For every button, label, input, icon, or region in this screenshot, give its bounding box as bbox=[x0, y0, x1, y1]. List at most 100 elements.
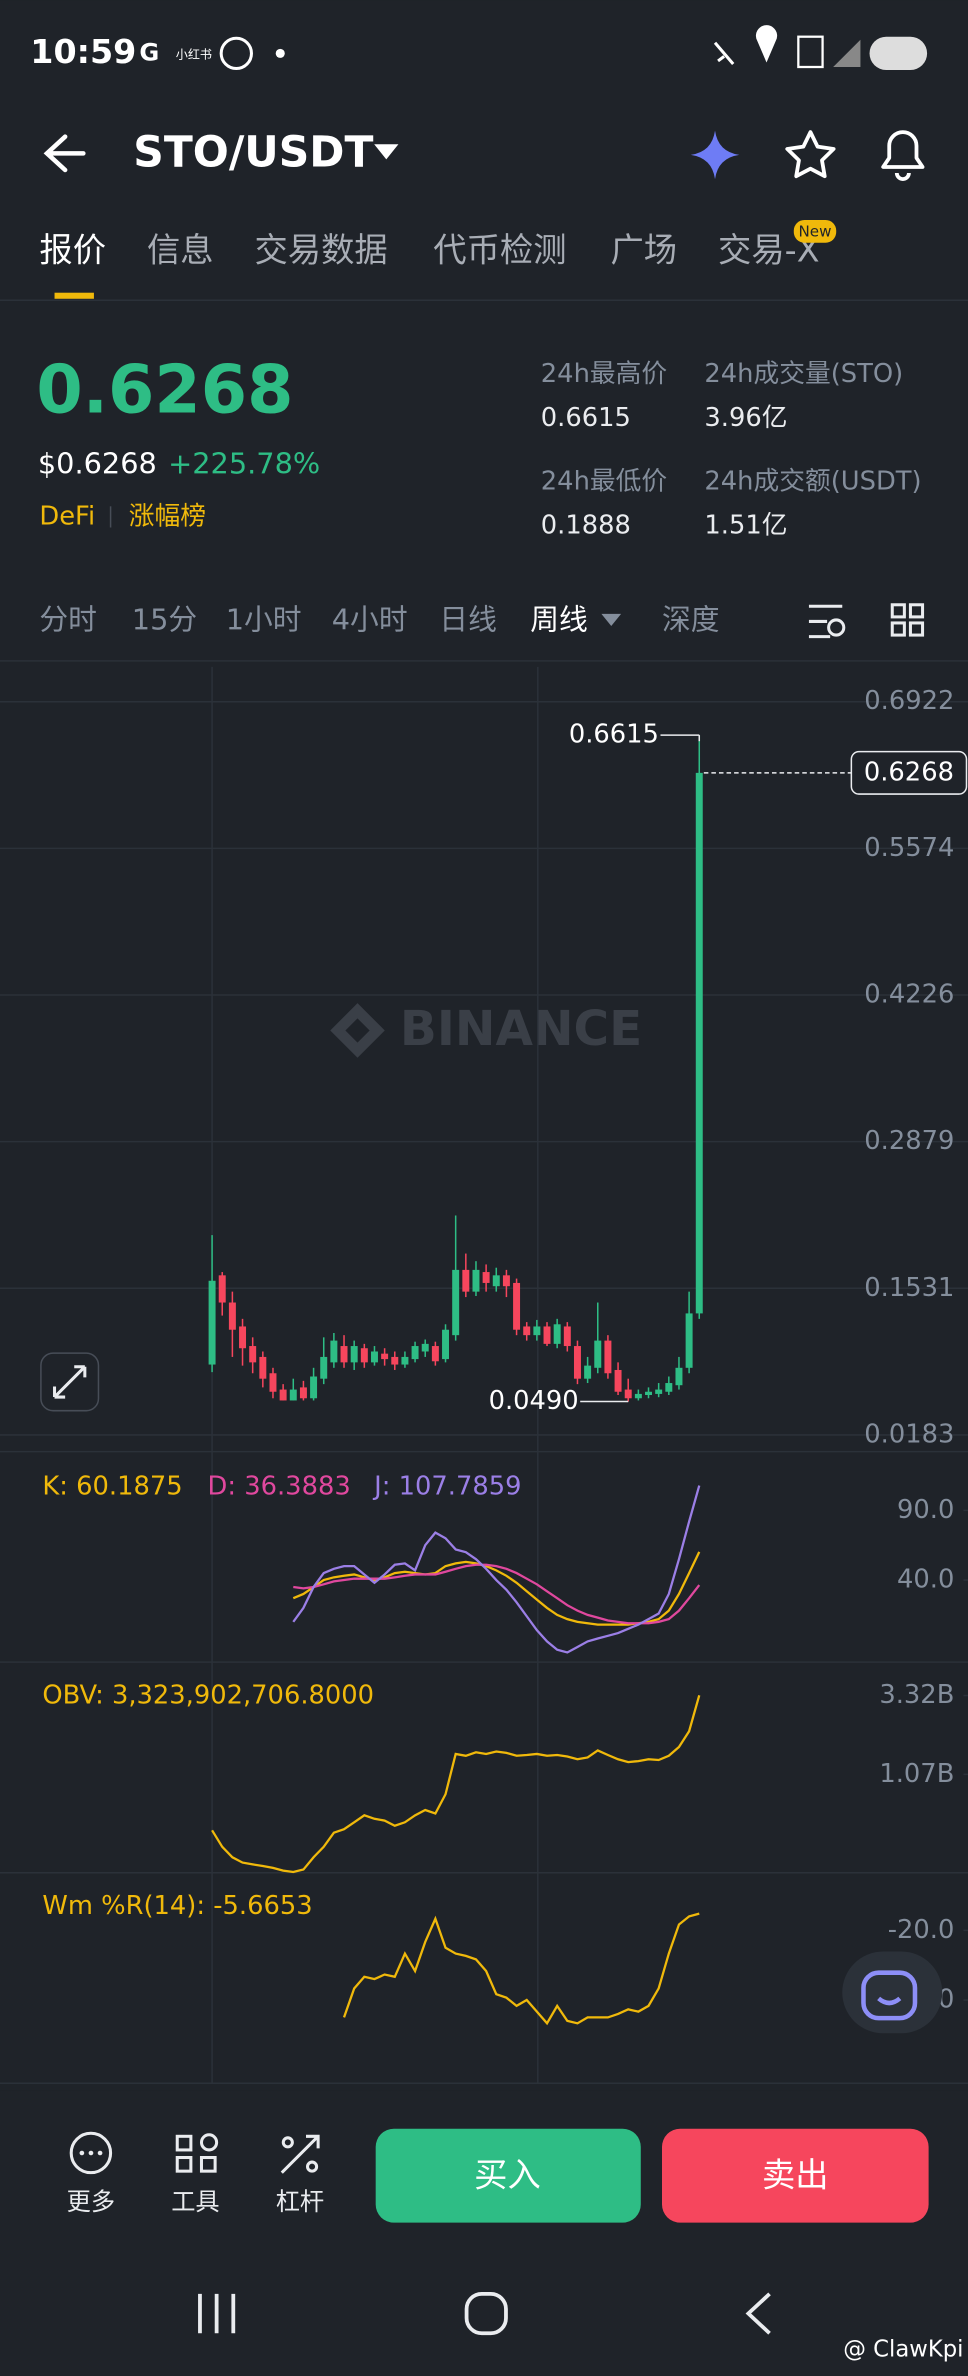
high-marker-label: 0.6615 bbox=[569, 720, 659, 750]
candle-body bbox=[442, 1329, 450, 1360]
status-dot bbox=[275, 48, 285, 58]
low-marker-label: 0.0490 bbox=[489, 1386, 579, 1416]
interval[interactable]: 1小时 bbox=[226, 602, 302, 636]
tab[interactable]: 广场 bbox=[610, 230, 677, 269]
stat-value: 0.1888 bbox=[541, 511, 631, 541]
legend-name: J: bbox=[372, 1471, 390, 1501]
more-label[interactable]: 更多 bbox=[67, 2188, 115, 2216]
candle-body bbox=[208, 1280, 216, 1365]
interval[interactable]: 日线 bbox=[439, 602, 497, 636]
candle-body bbox=[563, 1326, 571, 1347]
candle-body bbox=[492, 1275, 500, 1287]
interval-dropdown[interactable] bbox=[601, 613, 622, 626]
tab[interactable]: 代币检测 bbox=[433, 230, 566, 269]
candle-body bbox=[360, 1348, 368, 1363]
last-price: 0.6268 bbox=[36, 350, 293, 428]
y-tick-label: 0.0183 bbox=[864, 1419, 954, 1449]
tab[interactable]: 信息 bbox=[147, 230, 214, 269]
status-location bbox=[755, 25, 778, 63]
buy-button[interactable] bbox=[375, 2128, 641, 2223]
y-tick-label: -20.0 bbox=[888, 1915, 955, 1945]
tools-label[interactable]: 工具 bbox=[171, 2188, 219, 2216]
alert-button[interactable] bbox=[881, 130, 925, 181]
nav-recents[interactable] bbox=[198, 2293, 236, 2334]
category-tag[interactable]: DeFi bbox=[39, 501, 95, 531]
price-change: +225.78% bbox=[168, 446, 320, 480]
interval[interactable]: 周线 bbox=[530, 602, 588, 636]
buy-label[interactable]: 买入 bbox=[474, 2156, 541, 2195]
candle-body bbox=[472, 1269, 480, 1292]
leverage-label[interactable]: 杠杆 bbox=[276, 2188, 324, 2216]
indicator-line bbox=[211, 1695, 701, 1874]
candle-body bbox=[279, 1389, 287, 1401]
candle-body bbox=[391, 1356, 399, 1365]
candle-body bbox=[655, 1389, 663, 1394]
legend-value: -5.6653 bbox=[213, 1891, 312, 1921]
back-button[interactable] bbox=[43, 134, 86, 173]
watermark: BINANCE bbox=[400, 1001, 642, 1057]
pair-dropdown[interactable] bbox=[374, 144, 399, 160]
candle-body bbox=[228, 1302, 236, 1330]
y-tick-label: 90.0 bbox=[897, 1495, 954, 1525]
nav-back[interactable] bbox=[745, 2292, 771, 2335]
candle-body bbox=[401, 1356, 409, 1365]
sell-label[interactable]: 卖出 bbox=[762, 2156, 829, 2195]
stat-value: 0.6615 bbox=[541, 403, 631, 433]
sell-button[interactable] bbox=[661, 2128, 929, 2223]
ai-button[interactable] bbox=[690, 130, 740, 180]
candle-body bbox=[381, 1353, 389, 1360]
status-time: 10:59 bbox=[30, 32, 136, 71]
candle-body bbox=[259, 1356, 267, 1379]
indicator-settings[interactable] bbox=[808, 604, 843, 639]
legend-value: 107.7859 bbox=[399, 1471, 522, 1501]
assistant-button[interactable] bbox=[842, 1951, 943, 2034]
legend-value: 36.3883 bbox=[244, 1471, 350, 1501]
layout-button[interactable] bbox=[890, 603, 925, 637]
candle-body bbox=[482, 1272, 490, 1283]
status-mute bbox=[713, 41, 735, 65]
rank-tag[interactable]: 涨幅榜 bbox=[129, 501, 206, 531]
candle-body bbox=[553, 1324, 561, 1344]
candle-body bbox=[421, 1343, 429, 1352]
leverage-icon-dot bbox=[306, 2160, 319, 2173]
candle-body bbox=[218, 1275, 226, 1303]
candle-body bbox=[665, 1383, 673, 1392]
status-signal bbox=[833, 39, 861, 67]
favorite-button[interactable] bbox=[785, 130, 836, 179]
legend-entry: D: 36.3883 bbox=[208, 1471, 351, 1501]
candle-body bbox=[269, 1373, 277, 1392]
leverage-icon[interactable] bbox=[280, 2134, 320, 2174]
candle-body bbox=[289, 1389, 297, 1401]
candle-body bbox=[594, 1340, 602, 1368]
candle-body bbox=[249, 1346, 257, 1363]
tools-icon[interactable] bbox=[175, 2133, 219, 2173]
tab[interactable]: 报价 bbox=[39, 230, 106, 269]
candle-body bbox=[543, 1326, 551, 1344]
candle-body bbox=[411, 1346, 419, 1360]
candle-body bbox=[299, 1387, 307, 1399]
nav-home[interactable] bbox=[464, 2291, 508, 2336]
candle-body bbox=[431, 1346, 439, 1362]
candle-body bbox=[634, 1393, 642, 1399]
candle-body bbox=[533, 1326, 541, 1336]
pair-title[interactable]: STO/USDT bbox=[133, 128, 373, 177]
interval[interactable]: 深度 bbox=[662, 602, 720, 636]
tab[interactable]: 交易数据 bbox=[254, 230, 387, 269]
y-tick-label: 0.2879 bbox=[864, 1126, 954, 1156]
legend-name: K: bbox=[42, 1471, 68, 1501]
indicator-settings-icon bbox=[827, 618, 846, 637]
stat-label: 24h成交量(STO) bbox=[704, 359, 903, 389]
interval[interactable]: 15分 bbox=[132, 602, 197, 636]
interval[interactable]: 分时 bbox=[39, 602, 97, 636]
candle-body bbox=[452, 1269, 460, 1336]
y-tick-label: 0.5574 bbox=[864, 833, 954, 863]
stat-value: 1.51亿 bbox=[704, 511, 787, 541]
candle-body bbox=[320, 1356, 328, 1379]
candle-body bbox=[239, 1326, 247, 1349]
usd-price: $0.6268 bbox=[38, 446, 157, 480]
more-icon[interactable] bbox=[69, 2131, 113, 2175]
interval[interactable]: 4小时 bbox=[332, 602, 408, 636]
candle-body bbox=[502, 1275, 510, 1287]
indicator-line bbox=[342, 1912, 700, 2026]
